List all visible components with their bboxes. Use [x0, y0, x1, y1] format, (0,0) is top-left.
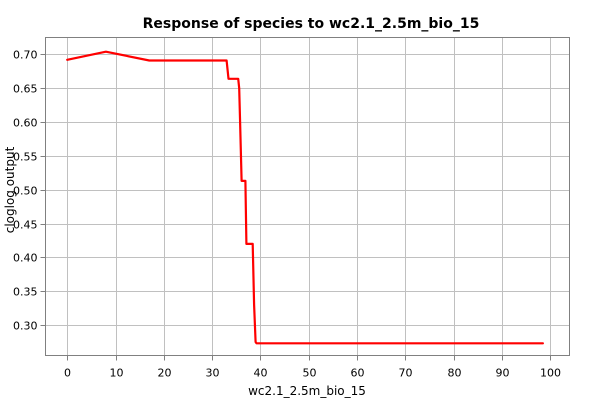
x-tick-label: 0	[64, 367, 71, 380]
grid-layer	[45, 37, 570, 356]
y-tick-label: 0.45	[13, 219, 38, 232]
x-tick-label: 60	[351, 367, 365, 380]
x-tick-label: 40	[254, 367, 268, 380]
y-tick-label: 0.50	[13, 185, 38, 198]
x-tick-label: 70	[399, 367, 413, 380]
y-axis: 0.30 0.35 0.40 0.45 0.50 0.55 0.60 0.65 0.70	[13, 49, 46, 333]
response-curve	[66, 50, 545, 345]
y-tick-label: 0.35	[13, 286, 38, 299]
x-axis: 0 10 20 30 40 50 60 70 80 90 100	[64, 355, 561, 380]
x-tick-label: 10	[110, 367, 124, 380]
y-tick-label: 0.60	[13, 117, 38, 130]
y-tick-label: 0.40	[13, 252, 38, 265]
y-tick-label: 0.70	[13, 49, 38, 62]
y-tick-label: 0.55	[13, 151, 38, 164]
x-tick-label: 50	[303, 367, 317, 380]
x-tick-label: 20	[158, 367, 172, 380]
x-axis-label: wc2.1_2.5m_bio_15	[248, 384, 366, 398]
x-tick-label: 80	[448, 367, 462, 380]
x-tick-label: 90	[496, 367, 510, 380]
x-tick-label: 30	[206, 367, 220, 380]
y-tick-label: 0.65	[13, 83, 38, 96]
series-layer	[66, 50, 545, 345]
x-tick-label: 100	[540, 367, 561, 380]
y-tick-label: 0.30	[13, 320, 38, 333]
chart-title: Response of species to wc2.1_2.5m_bio_15	[143, 16, 480, 32]
plot-frame	[45, 37, 570, 356]
y-axis-label: cloglog output	[3, 146, 17, 233]
